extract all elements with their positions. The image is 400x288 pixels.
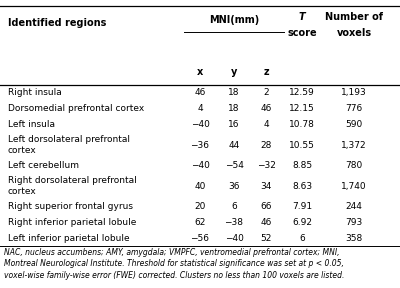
Text: 4: 4 bbox=[263, 120, 269, 129]
Text: −56: −56 bbox=[190, 234, 210, 243]
Text: 20: 20 bbox=[194, 202, 206, 211]
Text: Left dorsolateral prefrontal
cortex: Left dorsolateral prefrontal cortex bbox=[8, 135, 130, 155]
Text: 44: 44 bbox=[228, 141, 240, 149]
Text: −40: −40 bbox=[190, 161, 210, 170]
Text: 4: 4 bbox=[197, 104, 203, 113]
Text: 590: 590 bbox=[345, 120, 363, 129]
Text: 793: 793 bbox=[345, 218, 363, 227]
Text: 2: 2 bbox=[263, 88, 269, 97]
Text: −36: −36 bbox=[190, 141, 210, 149]
Text: 6.92: 6.92 bbox=[292, 218, 312, 227]
Text: 18: 18 bbox=[228, 88, 240, 97]
Text: 62: 62 bbox=[194, 218, 206, 227]
Text: 1,740: 1,740 bbox=[341, 182, 367, 191]
Text: Right insula: Right insula bbox=[8, 88, 62, 97]
Text: 776: 776 bbox=[345, 104, 363, 113]
Text: y: y bbox=[231, 67, 237, 77]
Text: Left inferior parietal lobule: Left inferior parietal lobule bbox=[8, 234, 130, 243]
Text: Left cerebellum: Left cerebellum bbox=[8, 161, 79, 170]
Text: 12.15: 12.15 bbox=[289, 104, 315, 113]
Text: NAC, nucleus accumbens; AMY, amygdala; VMPFC, ventromedial prefrontal cortex; MN: NAC, nucleus accumbens; AMY, amygdala; V… bbox=[4, 248, 344, 280]
Text: −38: −38 bbox=[224, 218, 244, 227]
Text: Dorsomedial prefrontal cortex: Dorsomedial prefrontal cortex bbox=[8, 104, 144, 113]
Text: −54: −54 bbox=[224, 161, 244, 170]
Text: 52: 52 bbox=[260, 234, 272, 243]
Text: 46: 46 bbox=[260, 104, 272, 113]
Text: 7.91: 7.91 bbox=[292, 202, 312, 211]
Text: Right inferior parietal lobule: Right inferior parietal lobule bbox=[8, 218, 136, 227]
Text: 244: 244 bbox=[346, 202, 362, 211]
Text: 46: 46 bbox=[260, 218, 272, 227]
Text: 780: 780 bbox=[345, 161, 363, 170]
Text: 12.59: 12.59 bbox=[289, 88, 315, 97]
Text: Right dorsolateral prefrontal
cortex: Right dorsolateral prefrontal cortex bbox=[8, 176, 137, 196]
Text: 1,372: 1,372 bbox=[341, 141, 367, 149]
Text: 34: 34 bbox=[260, 182, 272, 191]
Text: Number of: Number of bbox=[325, 12, 383, 22]
Text: 40: 40 bbox=[194, 182, 206, 191]
Text: T: T bbox=[299, 12, 305, 22]
Text: 36: 36 bbox=[228, 182, 240, 191]
Text: 8.85: 8.85 bbox=[292, 161, 312, 170]
Text: −32: −32 bbox=[256, 161, 276, 170]
Text: 46: 46 bbox=[194, 88, 206, 97]
Text: 1,193: 1,193 bbox=[341, 88, 367, 97]
Text: 10.78: 10.78 bbox=[289, 120, 315, 129]
Text: 18: 18 bbox=[228, 104, 240, 113]
Text: 10.55: 10.55 bbox=[289, 141, 315, 149]
Text: 358: 358 bbox=[345, 234, 363, 243]
Text: 8.63: 8.63 bbox=[292, 182, 312, 191]
Text: 16: 16 bbox=[228, 120, 240, 129]
Text: −40: −40 bbox=[190, 120, 210, 129]
Text: −40: −40 bbox=[224, 234, 244, 243]
Text: score: score bbox=[287, 28, 317, 38]
Text: MNI(mm): MNI(mm) bbox=[209, 15, 259, 25]
Text: Identified regions: Identified regions bbox=[8, 18, 106, 28]
Text: 6: 6 bbox=[231, 202, 237, 211]
Text: 66: 66 bbox=[260, 202, 272, 211]
Text: voxels: voxels bbox=[336, 28, 372, 38]
Text: 6: 6 bbox=[299, 234, 305, 243]
Text: 28: 28 bbox=[260, 141, 272, 149]
Text: Right superior frontal gyrus: Right superior frontal gyrus bbox=[8, 202, 133, 211]
Text: Left insula: Left insula bbox=[8, 120, 55, 129]
Text: z: z bbox=[263, 67, 269, 77]
Text: x: x bbox=[197, 67, 203, 77]
